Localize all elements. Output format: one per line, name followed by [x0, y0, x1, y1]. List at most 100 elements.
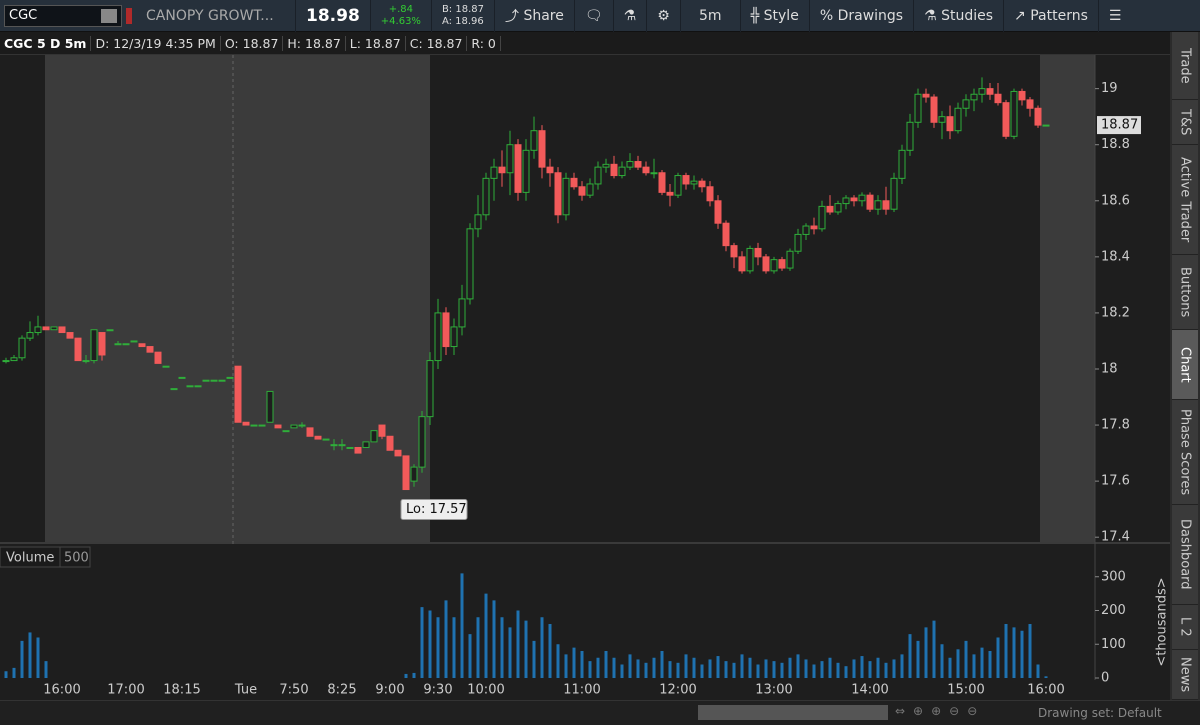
side-tab[interactable]: Active Trader	[1172, 145, 1198, 255]
candle-body	[26, 332, 34, 339]
candle-body	[122, 343, 130, 346]
candle-body	[858, 194, 866, 202]
candle-body	[834, 203, 842, 213]
side-tab[interactable]: T&S	[1172, 100, 1198, 145]
volume-bar	[604, 651, 608, 678]
volume-bar	[580, 651, 584, 678]
candle-body	[522, 149, 530, 193]
candle-body	[730, 245, 738, 258]
company: CANOPY GROWT...	[136, 0, 296, 32]
candle-body	[706, 186, 714, 202]
candle-body	[762, 256, 770, 272]
scroll-thumb[interactable]	[698, 705, 888, 720]
candle-body	[442, 312, 450, 348]
volume-bar	[732, 662, 736, 678]
menu-button[interactable]: ☰	[1108, 7, 1122, 24]
volume-bar	[900, 654, 904, 678]
candle-body	[346, 446, 354, 449]
volume-bar	[492, 600, 496, 678]
volume-bar	[420, 607, 424, 678]
button-label: Studies	[941, 7, 994, 24]
candle-body	[770, 259, 778, 272]
volume-unit: <thousands>	[1155, 577, 1170, 666]
volume-bar	[852, 659, 856, 678]
candle-body	[634, 161, 642, 168]
volume-bar	[812, 664, 816, 678]
candle-body	[514, 144, 522, 193]
x-tick-label: 16:00	[43, 683, 80, 698]
x-tick-label: 15:00	[947, 683, 984, 698]
volume-bar	[28, 632, 32, 678]
side-tab[interactable]: Chart	[1172, 330, 1198, 400]
candle-body	[738, 256, 746, 272]
patterns-button[interactable]: ↗ Patterns	[1004, 0, 1099, 32]
info-field: R: 0	[467, 35, 501, 51]
dropdown[interactable]	[101, 8, 117, 23]
candle-body	[434, 312, 442, 362]
volume-bar	[612, 657, 616, 678]
candle-body	[922, 93, 930, 98]
extended-hours-shade	[45, 55, 430, 542]
candle-body	[298, 424, 306, 427]
share-button[interactable]: ⤴ Share	[495, 0, 575, 32]
volume-bar	[548, 624, 552, 678]
icon-button[interactable]: ⚙	[647, 0, 681, 32]
volume-bar	[524, 620, 528, 678]
candle-body	[586, 183, 594, 196]
volume-bar	[588, 661, 592, 678]
ask: A: 18.96	[441, 15, 484, 27]
volume-bar	[844, 666, 848, 678]
timeframe-button[interactable]: 5m	[681, 0, 741, 32]
icon-button[interactable]: 🗨	[575, 0, 614, 32]
volume-bar	[988, 651, 992, 678]
volume-bar	[628, 654, 632, 678]
candle-body	[666, 191, 674, 196]
side-tab[interactable]: Dashboard	[1172, 505, 1198, 605]
volume-bar	[828, 657, 832, 678]
side-tab[interactable]: Buttons	[1172, 255, 1198, 330]
candle-body	[426, 360, 434, 418]
side-tab[interactable]: News	[1172, 650, 1198, 700]
volume-bar	[740, 654, 744, 678]
volume-bar	[956, 649, 960, 678]
extended-hours-shade	[1040, 55, 1095, 542]
x-tick-label: 8:25	[327, 683, 356, 698]
candle-body	[394, 449, 402, 457]
volume-label: Volume	[6, 551, 54, 566]
volume-bar	[716, 656, 720, 678]
side-tab[interactable]: Phase Scores	[1172, 400, 1198, 505]
candle-body	[906, 121, 914, 151]
zoom-icons[interactable]: ⇔⊕⊕⊖⊖	[895, 704, 986, 718]
candle-body	[986, 88, 994, 95]
volume-bar	[676, 662, 680, 678]
candle-body	[642, 166, 650, 174]
link-icon[interactable]	[122, 0, 136, 32]
candle-body	[1034, 107, 1042, 126]
candle-body	[618, 166, 626, 177]
candle-body	[994, 93, 1002, 104]
volume-bar	[972, 654, 976, 678]
candle-body	[146, 346, 154, 353]
symbol-box[interactable]: CGC	[4, 4, 122, 27]
side-tab[interactable]: Trade	[1172, 32, 1198, 100]
icon-button[interactable]: ⚗	[614, 0, 648, 32]
y-tick-label: 17.6	[1101, 474, 1130, 489]
volume-bar	[620, 664, 624, 678]
volume-pane	[0, 547, 1095, 680]
candle-body	[10, 357, 18, 362]
candle-body	[186, 385, 194, 388]
volume-bar	[692, 657, 696, 678]
candle-body	[898, 149, 906, 179]
candle-body	[18, 337, 26, 359]
button-label: Patterns	[1030, 7, 1088, 24]
side-tab[interactable]: L 2	[1172, 605, 1198, 650]
drawings-button[interactable]: % Drawings	[810, 0, 915, 32]
symbol: CGC	[9, 8, 38, 23]
candle-body	[578, 186, 586, 196]
studies-button[interactable]: ⚗ Studies	[914, 0, 1005, 32]
y-tick-label: 18.4	[1101, 249, 1130, 264]
candle-body	[130, 340, 138, 343]
style-button[interactable]: ╬ Style	[741, 0, 810, 32]
volume-bar	[436, 617, 440, 678]
